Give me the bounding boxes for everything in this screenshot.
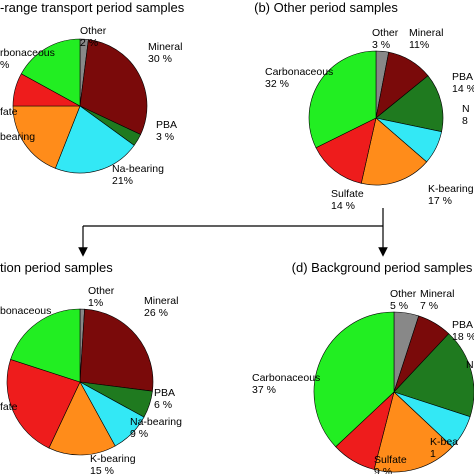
- slice-label-sulfate: fate: [0, 106, 18, 118]
- pie-slice-sulfate: [6, 359, 81, 449]
- slice-label-pba: PBA 6 %: [154, 387, 175, 411]
- pie-panel-3: tion period samples Other 1% Mineral 26 % PBA…: [0, 260, 182, 474]
- pie-slice-mineral: [79, 308, 154, 392]
- pie-title: (b) Other period samples: [254, 0, 398, 15]
- pie-slice-carbonaceous: [20, 38, 81, 107]
- slice-label-k-bearing: K-bearing 15 %: [90, 453, 136, 474]
- slice-label-carbonaceous: Carbonaceous 37 %: [252, 372, 320, 396]
- slice-label-pba: PBA 14 %: [452, 71, 474, 95]
- pie-title: (d) Background period samples: [292, 260, 473, 275]
- pie-panel-2: (b) Other period samples Other 3 % Mineral 1…: [254, 0, 474, 212]
- slice-label-sulfate: fate: [0, 401, 18, 413]
- pie-title: tion period samples: [0, 260, 113, 275]
- slice-label-other: Other 1%: [88, 285, 115, 309]
- pie-slice-k-bearing: [360, 117, 428, 186]
- slice-label-carbonaceous: bonaceous: [0, 305, 51, 317]
- slice-label-na-bearing: Na-bearing 9 %: [130, 416, 182, 440]
- pie-panel-4: (d) Background period samples Other 5 %Min…: [252, 260, 474, 474]
- slice-label-mineral: Mineral 7 %: [420, 288, 454, 312]
- flow-arrows: [78, 208, 388, 257]
- pie-slice-k-bearing: [12, 105, 81, 169]
- pie-slice-pba: [393, 333, 474, 418]
- slice-label-sulfate: Sulfate 14 %: [331, 188, 364, 212]
- slice-label-k-bearing: K-bearing 17 %: [428, 183, 474, 207]
- pie-slice-carbonaceous: [308, 50, 377, 149]
- slice-label-mineral: Mineral 26 %: [144, 295, 178, 319]
- pie-slice-na-bearing: [54, 105, 135, 174]
- slice-label-pba: PBA 3 %: [156, 119, 177, 143]
- slice-label-carbonaceous: rbonaceous%: [0, 47, 55, 71]
- pie-slice-mineral: [79, 39, 148, 135]
- slice-label-sulfate: Sulfate 9 %: [374, 454, 407, 474]
- pie-panel-1: -range transport period samples Other 2 % M…: [0, 0, 185, 187]
- slice-label-mineral: Mineral 30 %: [148, 41, 182, 65]
- slice-label-k-bearing: K-bea 1: [430, 436, 458, 460]
- pie-title: -range transport period samples: [0, 0, 185, 15]
- slice-label-na-bearing: Na-bearing 21%: [112, 163, 164, 187]
- slice-label-carbonaceous: Carbonaceous 32 %: [265, 66, 333, 90]
- slice-label-mineral: Mineral 11%: [409, 27, 443, 51]
- pie-slice-sulfate: [315, 117, 377, 184]
- slice-label-pba: PBA 18 %: [452, 319, 474, 343]
- pie-slice-carbonaceous: [10, 308, 81, 383]
- pie-slice-carbonaceous: [313, 311, 395, 448]
- slice-label-k-bearing: bearing: [0, 131, 35, 143]
- pie-slice-k-bearing: [373, 391, 453, 473]
- slice-label-na-bearing: N: [466, 359, 474, 371]
- pie-slice-pba: [375, 75, 444, 133]
- slice-label-other: Other 5 %: [390, 288, 417, 312]
- pie-slice-k-bearing: [48, 381, 116, 456]
- slice-label-other: Other 3 %: [372, 27, 399, 51]
- slice-label-other: Other 2 %: [80, 25, 107, 49]
